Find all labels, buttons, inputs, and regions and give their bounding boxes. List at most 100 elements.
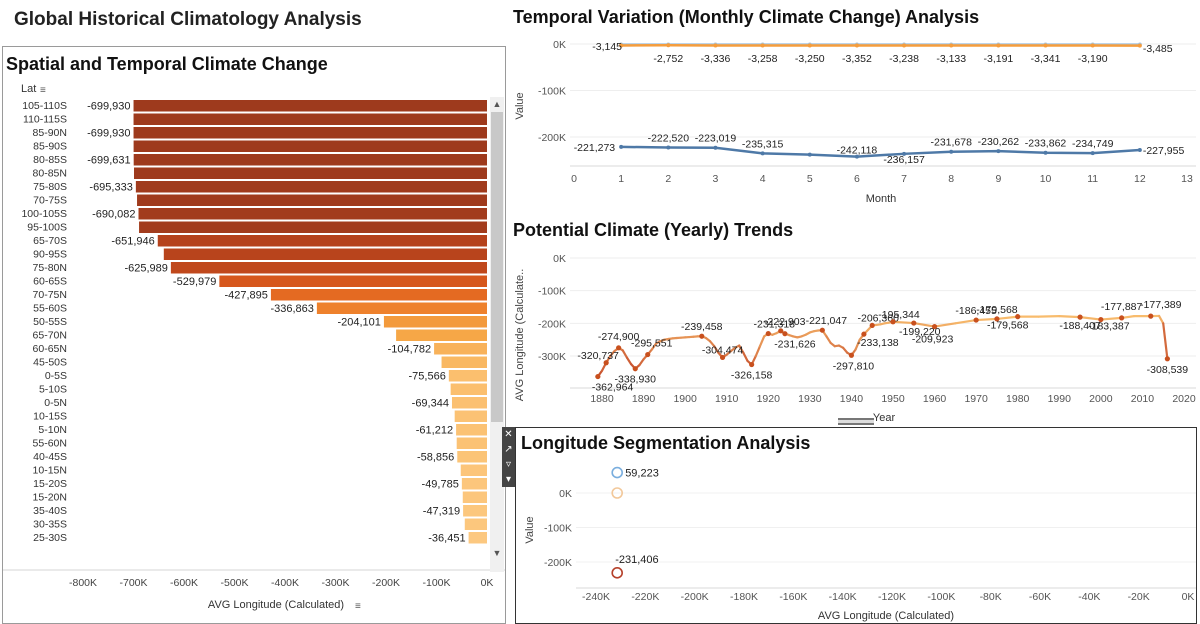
lat-label: 110-115S bbox=[23, 114, 67, 126]
bar bbox=[441, 356, 487, 368]
data-label: -338,930 bbox=[615, 374, 657, 386]
data-label: -234,749 bbox=[1072, 138, 1114, 150]
data-label: -179,568 bbox=[976, 304, 1018, 316]
bar bbox=[450, 383, 487, 395]
y-tick-label: -100K bbox=[538, 86, 566, 98]
y-tick-label: -100K bbox=[544, 523, 572, 535]
lat-label: 55-60S bbox=[33, 303, 67, 315]
bar bbox=[464, 518, 487, 530]
longitude-segmentation-panel[interactable]: Longitude Segmentation Analysis Value 0K -… bbox=[515, 427, 1197, 624]
longitude-scatter-chart[interactable]: Value 0K -100K -200K -240K -220K -200K -180K -16… bbox=[516, 428, 1197, 624]
bar-data-label: -58,856 bbox=[417, 452, 454, 464]
data-label: -3,191 bbox=[983, 53, 1013, 65]
lat-label: 15-20N bbox=[33, 492, 67, 504]
lat-label: 95-100S bbox=[27, 222, 67, 234]
x-tick-label: 2000 bbox=[1089, 393, 1113, 405]
trend-segment bbox=[738, 344, 745, 354]
bar bbox=[383, 316, 487, 328]
x-tick-label: -200K bbox=[681, 591, 709, 603]
bar-data-label: -204,101 bbox=[337, 317, 380, 329]
spatial-climate-panel[interactable]: Spatial and Temporal Climate Change Lat ≡… bbox=[2, 46, 506, 624]
data-label: -3,341 bbox=[1031, 53, 1061, 65]
lat-label: 105-110S bbox=[22, 100, 67, 112]
expand-icon[interactable]: ↗ bbox=[504, 444, 513, 455]
bar bbox=[456, 437, 487, 449]
close-icon[interactable]: ✕ bbox=[504, 429, 513, 440]
bar-data-label: -36,451 bbox=[428, 533, 465, 545]
more-options-icon[interactable]: ▾ bbox=[505, 474, 512, 485]
labeled-point bbox=[994, 316, 1000, 322]
labeled-point bbox=[861, 331, 867, 337]
data-label: -230,262 bbox=[978, 136, 1020, 148]
bar bbox=[138, 208, 487, 220]
resize-handle[interactable] bbox=[838, 418, 874, 425]
data-label: -3,258 bbox=[748, 53, 778, 65]
trend-segment bbox=[638, 358, 645, 367]
bar bbox=[135, 181, 487, 193]
x-tick-label: -500K bbox=[220, 577, 248, 589]
trend-segment bbox=[1078, 316, 1102, 321]
x-tick-label: -300K bbox=[321, 577, 349, 589]
scroll-down-icon[interactable]: ▼ bbox=[490, 546, 504, 560]
trend-segment bbox=[758, 335, 766, 348]
data-label: -235,315 bbox=[742, 138, 784, 150]
bar-data-label: -699,930 bbox=[87, 101, 130, 113]
scroll-up-icon[interactable]: ▲ bbox=[490, 97, 504, 111]
lat-label: 65-70N bbox=[33, 330, 67, 342]
bar bbox=[434, 343, 487, 355]
data-label: -326,158 bbox=[731, 370, 773, 382]
bar-data-label: -427,895 bbox=[224, 290, 267, 302]
labeled-point bbox=[699, 333, 705, 339]
lat-label: 65-70S bbox=[33, 235, 67, 247]
data-label: -221,047 bbox=[806, 315, 848, 327]
bar bbox=[133, 140, 487, 152]
x-tick-label: 1920 bbox=[757, 393, 781, 405]
data-label: -3,250 bbox=[795, 53, 825, 65]
floating-toolbar[interactable]: ✕ ↗ ▿ ▾ bbox=[502, 427, 515, 487]
labeled-point bbox=[616, 345, 622, 351]
lat-label: 5-10S bbox=[39, 384, 67, 396]
trend-segment bbox=[754, 345, 762, 358]
trend-segment bbox=[854, 338, 861, 351]
labeled-point bbox=[595, 373, 601, 380]
filter-icon[interactable]: ▿ bbox=[505, 459, 512, 470]
scrollbar-thumb[interactable] bbox=[491, 112, 503, 422]
series-point bbox=[760, 151, 765, 156]
lat-label: 75-80S bbox=[33, 181, 67, 193]
sort-icon: ≡ bbox=[355, 601, 361, 612]
trend-segment bbox=[1157, 314, 1165, 325]
series-point bbox=[760, 43, 765, 48]
x-tick-label: -20K bbox=[1128, 591, 1150, 603]
trend-segment bbox=[995, 315, 1019, 321]
x-axis-label: AVG Longitude (Calculated) bbox=[208, 599, 344, 611]
data-label: -199,220 bbox=[899, 326, 941, 338]
series-point bbox=[1090, 151, 1095, 156]
labeled-point bbox=[603, 360, 609, 366]
data-label: -222,903 bbox=[764, 316, 806, 328]
bar-data-label: -699,930 bbox=[87, 128, 130, 140]
data-label: -3,352 bbox=[842, 53, 872, 65]
scatter-point bbox=[611, 466, 623, 479]
labeled-point bbox=[1148, 313, 1154, 319]
data-label: -183,387 bbox=[1088, 321, 1130, 333]
yearly-line-chart[interactable]: AVG Longitude (Calculate.. 0K -100K -200K -3… bbox=[508, 243, 1198, 427]
data-label: -233,862 bbox=[1025, 138, 1067, 150]
longitude-panel-title: Longitude Segmentation Analysis bbox=[521, 433, 811, 453]
lat-label: 0-5N bbox=[44, 397, 67, 409]
y-tick-label: 0K bbox=[553, 253, 566, 265]
lat-label: 50-55S bbox=[33, 316, 67, 328]
lat-label: 0-5S bbox=[45, 370, 67, 382]
y-tick-label: -100K bbox=[538, 286, 566, 298]
data-label: -320,737 bbox=[577, 350, 619, 362]
y-tick-label: -200K bbox=[538, 132, 566, 144]
series-point bbox=[949, 43, 954, 48]
labeled-point bbox=[778, 328, 784, 334]
bar-data-label: -69,344 bbox=[412, 398, 449, 410]
y-tick-label: 0K bbox=[559, 488, 572, 500]
bar bbox=[396, 329, 487, 341]
bar bbox=[163, 248, 488, 260]
lat-label: 55-60N bbox=[33, 438, 67, 450]
y-tick-label: -200K bbox=[538, 318, 566, 330]
